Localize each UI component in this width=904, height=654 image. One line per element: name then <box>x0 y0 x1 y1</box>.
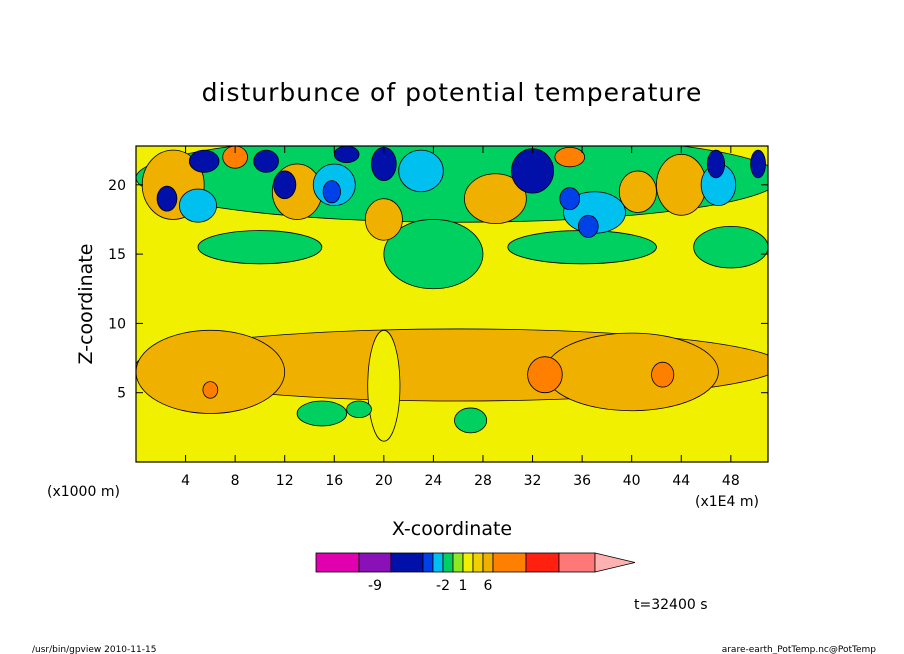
chart-title: disturbunce of potential temperature <box>202 78 703 107</box>
colorbar-bin <box>462 552 474 573</box>
colorbar-label: -9 <box>368 578 382 594</box>
x-tick-label: 44 <box>672 473 690 489</box>
field-blob <box>222 146 248 169</box>
field-blob <box>463 173 527 225</box>
colorbar-bin <box>390 552 424 573</box>
colorbar: -9 -2 1 6 <box>315 552 636 594</box>
x-tick-label: 28 <box>474 473 492 489</box>
x-tick-label: 32 <box>524 473 542 489</box>
y-tick-label: 5 <box>117 386 126 402</box>
field-blob <box>656 153 707 216</box>
x-tick-label: 40 <box>623 473 641 489</box>
field-blob <box>544 332 719 412</box>
footer-right: arare-earth_PotTemp.nc@PotTemp <box>722 645 877 654</box>
colorbar-bin <box>492 552 527 573</box>
x-axis-label: X-coordinate <box>392 518 512 540</box>
y-tick-label: 20 <box>108 178 126 194</box>
time-label: t=32400 s <box>634 597 708 613</box>
colorbar-bin <box>422 552 434 573</box>
y-tick-label: 15 <box>108 247 126 263</box>
colorbar-bin <box>432 552 444 573</box>
field-blob <box>750 149 766 179</box>
colorbar-bin <box>358 552 392 573</box>
x-tick-label: 20 <box>375 473 393 489</box>
colorbar-bin <box>452 552 464 573</box>
plot-area <box>135 145 769 463</box>
field-blob <box>511 148 555 194</box>
field-blob <box>253 149 279 173</box>
field-blob <box>578 214 599 238</box>
colorbar-bin <box>525 552 560 573</box>
field-blob <box>136 329 286 414</box>
x-unit-left: (x1000 m) <box>47 484 120 500</box>
field-blob <box>618 170 657 213</box>
field-blob <box>398 149 444 193</box>
colorbar-label: -2 <box>436 578 450 594</box>
field-blob <box>322 180 341 204</box>
colorbar-bin <box>442 552 454 573</box>
colorbar-arrow <box>594 552 636 573</box>
field-blob <box>367 329 401 442</box>
x-tick-label: 36 <box>573 473 591 489</box>
y-axis: 5 10 15 20 <box>108 178 768 402</box>
y-tick-label: 10 <box>108 316 126 332</box>
x-unit-right: (x1E4 m) <box>695 494 759 510</box>
field-blob <box>333 146 360 164</box>
x-tick-label: 16 <box>325 473 343 489</box>
colorbar-bin <box>315 552 360 573</box>
x-tick-label: 4 <box>181 473 190 489</box>
y-axis-label: Z-coordinate <box>75 244 97 365</box>
field-blob <box>273 170 297 200</box>
field-blob <box>706 149 726 179</box>
x-tick-label: 12 <box>276 473 294 489</box>
colorbar-bin <box>472 552 484 573</box>
field-blob <box>693 225 768 269</box>
x-tick-label: 24 <box>424 473 442 489</box>
field-blob <box>383 219 484 290</box>
footer-left: /usr/bin/gpview 2010-11-15 <box>32 645 156 654</box>
plot-frame <box>135 145 769 463</box>
x-tick-label: 48 <box>722 473 740 489</box>
field-blob <box>527 356 563 394</box>
field-blob <box>364 198 403 241</box>
field-blob <box>178 188 217 223</box>
field-blob <box>651 361 675 388</box>
field-blob <box>346 400 372 419</box>
x-tick-label: 8 <box>231 473 240 489</box>
field-blob <box>559 187 581 211</box>
field-blob <box>202 381 219 399</box>
field-blob <box>296 400 348 427</box>
field-blob <box>454 407 488 434</box>
colorbar-label: 6 <box>484 578 493 594</box>
field-blob <box>554 146 585 168</box>
field-blob <box>197 230 323 265</box>
field-blob <box>156 185 178 212</box>
colorbar-bin <box>558 552 596 573</box>
field-blob <box>188 149 220 173</box>
colorbar-label: 1 <box>459 578 468 594</box>
field-layer <box>136 146 768 442</box>
colorbar-bin <box>482 552 494 573</box>
x-axis: 4 8 12 16 20 24 28 32 36 40 44 48 <box>181 146 740 489</box>
